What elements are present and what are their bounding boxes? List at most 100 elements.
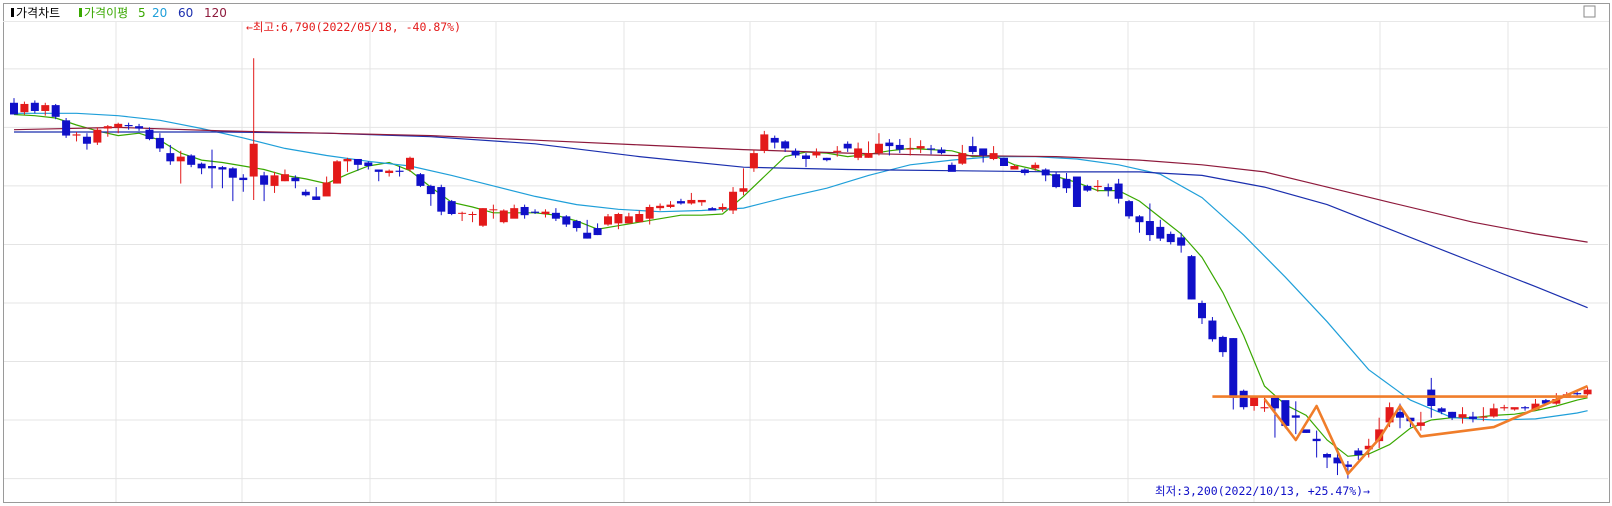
candle-body-26 <box>280 174 289 182</box>
candle-body-90 <box>947 164 956 172</box>
candle-body-120 <box>1260 407 1269 409</box>
candle-body-24 <box>260 175 269 185</box>
candle-body-110 <box>1156 226 1165 239</box>
candle-body-94 <box>989 153 998 159</box>
candle-body-55 <box>583 232 592 239</box>
candle-body-39 <box>416 174 425 186</box>
candle-body-123 <box>1291 415 1300 418</box>
candle-body-114 <box>1198 302 1206 319</box>
trendline-wave <box>1263 384 1589 476</box>
candle-body-31 <box>333 161 342 184</box>
candle-body-84 <box>885 142 894 147</box>
legend-label-ma: 가격이평 <box>84 6 128 20</box>
candle-body-14 <box>155 137 164 149</box>
candle-body-66 <box>697 199 706 203</box>
candle-body-47 <box>499 210 508 223</box>
candle-body-73 <box>770 137 779 143</box>
candle-body-102 <box>1072 176 1081 207</box>
candle-body-150 <box>1573 393 1582 395</box>
candle-body-45 <box>478 208 487 226</box>
candle-body-54 <box>572 221 581 229</box>
legend-label-ma20: 20 <box>152 6 167 20</box>
candle-body-10 <box>114 123 123 128</box>
candle-body-146 <box>1531 403 1540 410</box>
candle-body-28 <box>301 191 310 196</box>
candle-body-18 <box>197 163 206 169</box>
maximize-icon <box>1583 5 1596 18</box>
candle-body-126 <box>1323 454 1332 458</box>
candle-body-82 <box>864 153 873 158</box>
candle-body-4 <box>51 105 60 117</box>
candle-body-22 <box>239 177 248 181</box>
candle-body-2 <box>30 102 39 111</box>
candle-body-132 <box>1385 407 1394 423</box>
candle-body-141 <box>1479 416 1488 418</box>
candle-body-88 <box>927 148 936 150</box>
candle-body-57 <box>604 216 612 225</box>
candle-body-33 <box>353 158 362 165</box>
candle-body-36 <box>385 170 394 174</box>
candle-body-27 <box>291 177 300 182</box>
candle-body-51 <box>541 211 550 214</box>
high-annotation: ←최고:6,790(2022/05/18, -40.87%) <box>246 20 461 34</box>
candle-body-58 <box>614 214 623 224</box>
candle-body-93 <box>979 148 988 156</box>
plot-frame <box>3 3 1610 503</box>
candle-body-97 <box>1020 169 1029 174</box>
candle-body-50 <box>531 211 540 213</box>
candle-body-53 <box>562 216 571 225</box>
candle-body-103 <box>1083 185 1092 191</box>
candle-body-43 <box>458 212 467 214</box>
candle-body-71 <box>749 153 758 169</box>
candle-body-41 <box>437 187 446 212</box>
candle-body-69 <box>729 191 738 211</box>
candle-body-140 <box>1468 416 1477 419</box>
candle-body-80 <box>843 143 852 149</box>
candle-body-1 <box>20 103 29 113</box>
candle-body-115 <box>1208 320 1217 340</box>
candle-body-128 <box>1343 464 1352 467</box>
candle-body-101 <box>1062 178 1071 189</box>
candle-body-81 <box>854 148 863 158</box>
candle-body-38 <box>406 157 414 170</box>
candle-body-65 <box>687 199 696 204</box>
candle-body-12 <box>135 126 144 129</box>
candle-body-67 <box>708 208 717 211</box>
candle-body-107 <box>1125 201 1134 217</box>
candle-body-92 <box>968 146 977 152</box>
candle-body-144 <box>1510 407 1519 410</box>
legend-label-ma5: 5 <box>138 6 146 20</box>
candle-body-116 <box>1218 336 1227 353</box>
candle-body-5 <box>62 120 71 136</box>
candle-body-77 <box>812 151 821 156</box>
candle-body-29 <box>312 196 321 200</box>
candle-body-127 <box>1333 457 1342 464</box>
candle-body-40 <box>426 185 435 195</box>
candle-body-137 <box>1437 408 1446 412</box>
candle-body-118 <box>1239 390 1248 408</box>
candle-body-56 <box>593 228 602 236</box>
candle-body-112 <box>1177 237 1186 246</box>
candle-body-25 <box>270 175 279 186</box>
candle-body-72 <box>760 134 769 151</box>
candle-body-23 <box>249 143 258 177</box>
candle-body-48 <box>510 208 519 219</box>
candle-body-148 <box>1552 398 1561 404</box>
candle-body-34 <box>364 162 373 166</box>
maximize-button[interactable] <box>1583 5 1596 18</box>
candle-body-60 <box>635 214 644 223</box>
candle-body-85 <box>895 144 904 150</box>
candle-body-91 <box>958 153 967 164</box>
candle-body-104 <box>1093 185 1102 188</box>
candle-body-122 <box>1281 400 1290 426</box>
candle-body-9 <box>103 126 112 129</box>
candle-body-145 <box>1521 407 1530 409</box>
candle-body-130 <box>1364 445 1373 450</box>
candle-body-59 <box>624 216 633 224</box>
candle-body-17 <box>187 155 196 165</box>
candle-body-89 <box>937 149 946 154</box>
candle-body-15 <box>166 153 175 162</box>
ma20-line <box>14 112 1588 421</box>
candles <box>10 58 1592 479</box>
